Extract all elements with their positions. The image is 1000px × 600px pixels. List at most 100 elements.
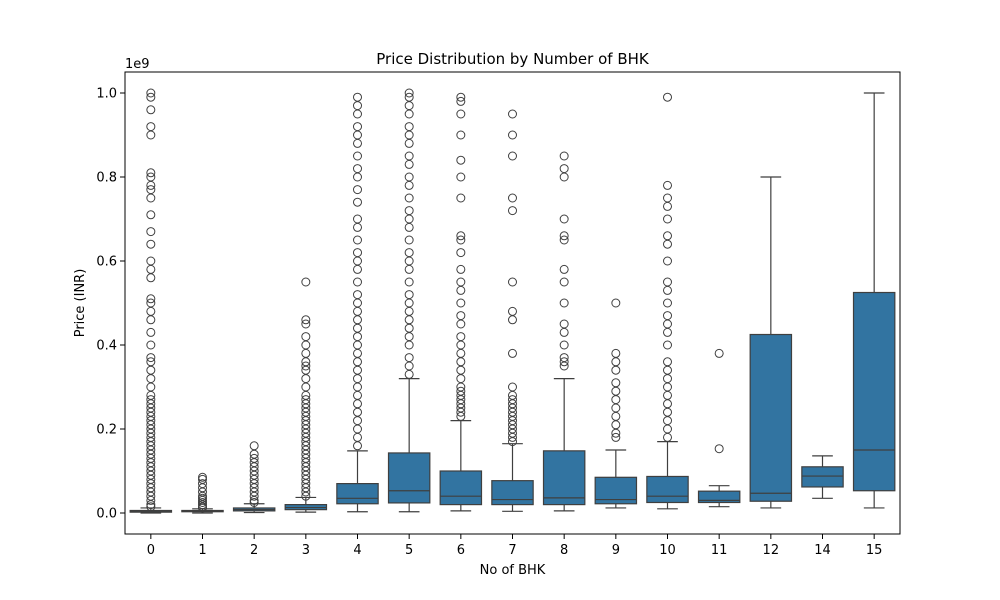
- outlier-point: [301, 361, 311, 371]
- outlier-point: [146, 88, 156, 98]
- x-tick-label: 14: [814, 543, 831, 558]
- outlier-point: [353, 164, 362, 174]
- box-iqr: [646, 475, 689, 504]
- box-group-3: [284, 277, 328, 513]
- outlier-point: [404, 235, 414, 245]
- outlier-point: [404, 172, 414, 182]
- outlier-point: [301, 332, 311, 342]
- outlier-point: [146, 168, 156, 178]
- x-tick-label: 1: [198, 543, 206, 558]
- outlier-point: [146, 357, 156, 367]
- outlier-point: [146, 185, 156, 195]
- outlier-point: [146, 239, 156, 249]
- outlier-point: [663, 92, 672, 102]
- outlier-point: [456, 277, 466, 287]
- outlier-point: [146, 502, 156, 512]
- outlier-point: [198, 474, 207, 484]
- box-group-10: [646, 92, 689, 510]
- outlier-point: [146, 395, 156, 405]
- outlier-point: [508, 277, 517, 287]
- box-group-11: [697, 348, 741, 508]
- outlier-point: [301, 319, 311, 329]
- y-tick-label: 0.6: [96, 255, 117, 270]
- outlier-point: [249, 441, 259, 451]
- outlier-point: [559, 353, 569, 363]
- outlier-point: [456, 235, 466, 245]
- outlier-point: [714, 348, 724, 358]
- box-group-9: [594, 298, 638, 509]
- plot-area: 0.00.20.40.60.81.00 1 2 3 4 5 6 7 8 9 10 11 12 14 15: [96, 71, 901, 558]
- outlier-point: [353, 277, 362, 287]
- box-iqr: [801, 466, 844, 488]
- outlier-point: [663, 231, 672, 241]
- x-tick-label: 7: [508, 543, 516, 558]
- y-tick-label: 0.0: [96, 507, 117, 522]
- outlier-point: [353, 290, 362, 300]
- x-tick-label: 10: [659, 543, 676, 558]
- outlier-point: [198, 498, 207, 507]
- box-group-2: [232, 441, 276, 514]
- x-tick-label: 8: [560, 543, 568, 558]
- outlier-point: [353, 151, 362, 161]
- outlier-point: [146, 327, 156, 337]
- outlier-point: [456, 386, 466, 396]
- x-tick-label: 9: [612, 543, 620, 558]
- box-group-14: [801, 455, 844, 499]
- box-iqr: [542, 450, 586, 506]
- outlier-point: [198, 472, 207, 482]
- outlier-point: [559, 151, 569, 161]
- outlier-point: [559, 214, 569, 224]
- outlier-point: [146, 105, 156, 115]
- outlier-point: [663, 298, 672, 308]
- outlier-point: [559, 298, 569, 308]
- x-tick-label: 6: [457, 543, 465, 558]
- outlier-point: [353, 197, 362, 207]
- outlier-point: [559, 235, 569, 245]
- outlier-point: [456, 172, 466, 182]
- x-tick-label: 11: [711, 543, 728, 558]
- outlier-point: [456, 298, 466, 308]
- outlier-point: [508, 193, 517, 203]
- x-axis-label: No of BHK: [480, 563, 546, 578]
- outlier-point: [456, 96, 466, 106]
- outlier-point: [559, 231, 569, 241]
- outlier-point: [663, 340, 672, 350]
- outlier-point: [663, 311, 672, 321]
- outlier-point: [559, 264, 569, 274]
- box-group-8: [542, 151, 586, 512]
- outlier-point: [508, 206, 517, 216]
- outlier-point: [559, 277, 569, 287]
- chart-title: Price Distribution by Number of BHK: [376, 50, 650, 68]
- box-iqr: [491, 480, 534, 506]
- y-axis-multiplier: 1e9: [125, 57, 150, 72]
- outlier-point: [714, 444, 724, 454]
- outlier-point: [404, 290, 414, 300]
- y-axis-label: Price (INR): [73, 269, 88, 338]
- box-iqr: [439, 470, 483, 506]
- outlier-point: [249, 453, 259, 463]
- outlier-point: [456, 130, 466, 140]
- outlier-point: [249, 498, 259, 507]
- outlier-point: [456, 332, 466, 342]
- outlier-point: [146, 353, 156, 363]
- box-iqr: [852, 291, 896, 492]
- outlier-point: [198, 479, 207, 489]
- outlier-point: [146, 210, 156, 220]
- outlier-point: [456, 311, 466, 321]
- box-group-5: [387, 88, 431, 513]
- box-group-6: [439, 92, 483, 512]
- outlier-point: [146, 256, 156, 266]
- outlier-point: [663, 256, 672, 266]
- outlier-point: [611, 432, 621, 442]
- outlier-point: [353, 92, 362, 102]
- outlier-point: [404, 206, 414, 216]
- outlier-point: [508, 306, 517, 316]
- outlier-point: [456, 92, 466, 102]
- outlier-point: [301, 395, 311, 405]
- outlier-point: [559, 357, 569, 367]
- outlier-point: [456, 109, 466, 119]
- outlier-point: [404, 151, 414, 161]
- x-tick-label: 12: [763, 543, 780, 558]
- outlier-point: [456, 155, 466, 165]
